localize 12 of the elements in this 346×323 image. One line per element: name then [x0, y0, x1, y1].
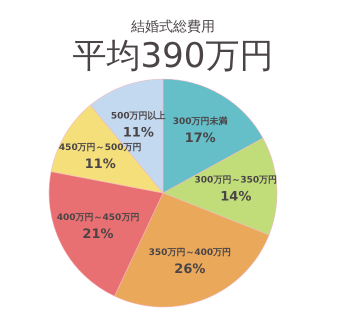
chart-subtitle: 平均390万円 [72, 36, 274, 76]
slice-label: 300万円未満 [172, 116, 228, 128]
data-label: 11% [122, 125, 154, 140]
slice-label: 400万円～450万円 [56, 212, 140, 224]
data-label: 14% [220, 189, 252, 204]
chart-title: 結婚式総費用 [130, 18, 215, 35]
slice-label: 350万円～400万円 [148, 246, 232, 258]
data-label: 21% [82, 227, 114, 242]
data-label: 26% [174, 262, 206, 277]
slice-label: 300万円～350万円 [194, 174, 278, 186]
data-label: 11% [84, 156, 116, 172]
data-label: 17% [184, 131, 216, 146]
